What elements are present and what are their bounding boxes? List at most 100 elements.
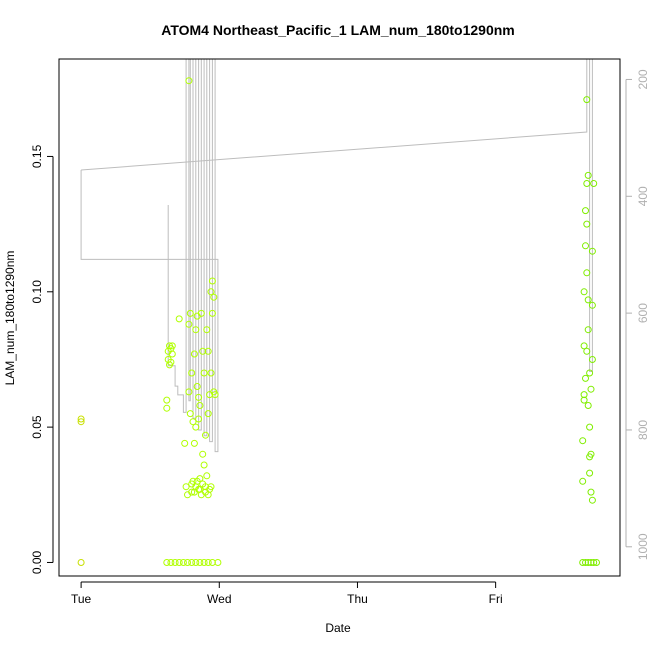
data-point [584, 296, 592, 304]
data-point [583, 220, 591, 228]
data-point [582, 374, 589, 382]
x-axis: Tue Wed Thu Fri [71, 581, 503, 606]
data-point [200, 559, 208, 566]
data-point [208, 309, 216, 317]
data-point [188, 488, 196, 496]
data-point [200, 369, 208, 377]
data-point [582, 242, 589, 250]
points-layer [77, 77, 600, 566]
data-point [77, 559, 85, 566]
data-point [175, 559, 183, 566]
data-point [588, 301, 596, 309]
data-point [168, 342, 176, 350]
data-point [181, 439, 189, 447]
data-point [192, 559, 200, 566]
data-point [207, 369, 215, 377]
data-point [182, 483, 190, 491]
data-point [588, 356, 596, 363]
data-point [203, 472, 211, 480]
data-point [584, 402, 592, 409]
data-point [168, 350, 176, 358]
data-point [196, 402, 204, 409]
data-point [193, 477, 201, 485]
data-point [188, 369, 196, 377]
data-point [192, 326, 200, 334]
data-point [210, 293, 218, 301]
data-point [190, 488, 198, 496]
y2-tick-label: 400 [636, 186, 650, 206]
data-point [196, 559, 204, 566]
data-point [204, 491, 212, 499]
data-point [175, 315, 183, 323]
data-point [199, 450, 207, 458]
data-point [167, 358, 175, 366]
x-tick-label: Tue [71, 592, 92, 606]
data-point [208, 277, 216, 285]
data-point [583, 347, 591, 355]
data-point [583, 96, 591, 104]
y2-axis: 200 400 600 800 1000 [625, 69, 650, 560]
y2-tick-label: 1000 [636, 533, 650, 560]
data-point [579, 477, 587, 485]
data-point [193, 383, 201, 390]
data-point [214, 559, 222, 566]
data-point [163, 404, 171, 412]
data-point [186, 309, 194, 317]
data-point [171, 559, 179, 566]
data-point [185, 320, 193, 328]
data-point [204, 347, 212, 355]
y2-tick-label: 800 [636, 420, 650, 440]
x-tick-label: Thu [347, 592, 368, 606]
data-point [583, 180, 591, 187]
data-point [580, 342, 588, 350]
x-tick-label: Wed [207, 592, 231, 606]
data-point [199, 480, 207, 488]
y-tick-label: 0.00 [30, 550, 44, 574]
data-point [192, 423, 200, 431]
chart-title: ATOM4 Northeast_Pacific_1 LAM_num_180to1… [161, 22, 515, 38]
data-point [584, 171, 592, 179]
data-point [590, 559, 598, 566]
y2-tick-label: 200 [636, 69, 650, 89]
line-layer [80, 58, 593, 453]
data-point [586, 453, 594, 461]
data-point [211, 391, 219, 399]
data-point [190, 350, 198, 358]
data-point [580, 288, 588, 296]
data-point [579, 437, 587, 445]
data-point [586, 369, 594, 377]
y-axis: 0.00 0.05 0.10 0.15 [30, 144, 54, 574]
data-point [163, 559, 171, 566]
y-tick-label: 0.05 [30, 415, 44, 439]
data-point [200, 461, 208, 469]
data-point [197, 309, 205, 317]
data-point [184, 559, 191, 566]
data-point [593, 559, 600, 566]
data-point [77, 415, 85, 423]
data-point [196, 485, 204, 493]
series-line [81, 58, 593, 372]
data-point [195, 415, 203, 423]
data-point [188, 480, 196, 488]
series-line [80, 58, 219, 453]
x-axis-label: Date [325, 621, 351, 635]
data-point [582, 207, 589, 215]
data-point [195, 393, 203, 401]
data-point [588, 496, 596, 504]
data-point [586, 469, 594, 477]
data-point [204, 410, 212, 418]
data-point [179, 559, 187, 566]
data-point [207, 483, 215, 491]
data-point [163, 396, 171, 404]
data-point [207, 288, 215, 296]
data-point [189, 418, 197, 426]
data-point [203, 326, 211, 334]
data-point [185, 77, 193, 85]
data-point [587, 385, 595, 393]
data-point [188, 559, 196, 566]
data-point [588, 247, 596, 255]
y-tick-label: 0.10 [30, 280, 44, 304]
data-point [185, 388, 193, 396]
data-point [580, 391, 588, 399]
